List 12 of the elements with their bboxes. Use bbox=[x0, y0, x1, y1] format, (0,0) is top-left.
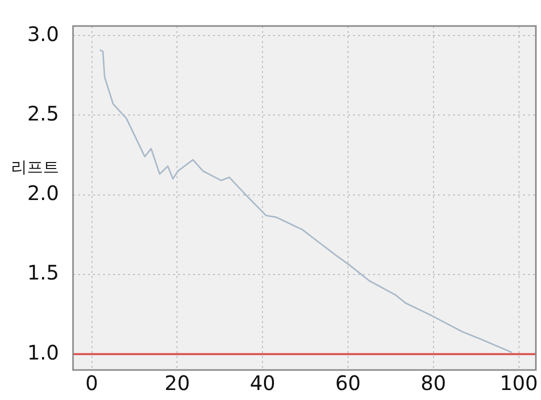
x-tick-label: 40 bbox=[250, 371, 276, 396]
x-tick-label: 100 bbox=[500, 371, 538, 396]
y-tick-label: 2.0 bbox=[27, 181, 59, 206]
y-tick-label: 1.0 bbox=[27, 340, 59, 364]
y-tick-label: 2.5 bbox=[27, 101, 59, 126]
y-axis-title: 리프트 bbox=[11, 157, 59, 176]
x-tick-label: 60 bbox=[335, 371, 361, 396]
x-tick-label: 0 bbox=[85, 371, 98, 396]
y-tick-label: 3.0 bbox=[27, 22, 59, 46]
x-tick-label: 80 bbox=[420, 371, 446, 396]
y-tick-label: 1.5 bbox=[27, 260, 59, 285]
x-tick-label: 20 bbox=[164, 371, 190, 396]
